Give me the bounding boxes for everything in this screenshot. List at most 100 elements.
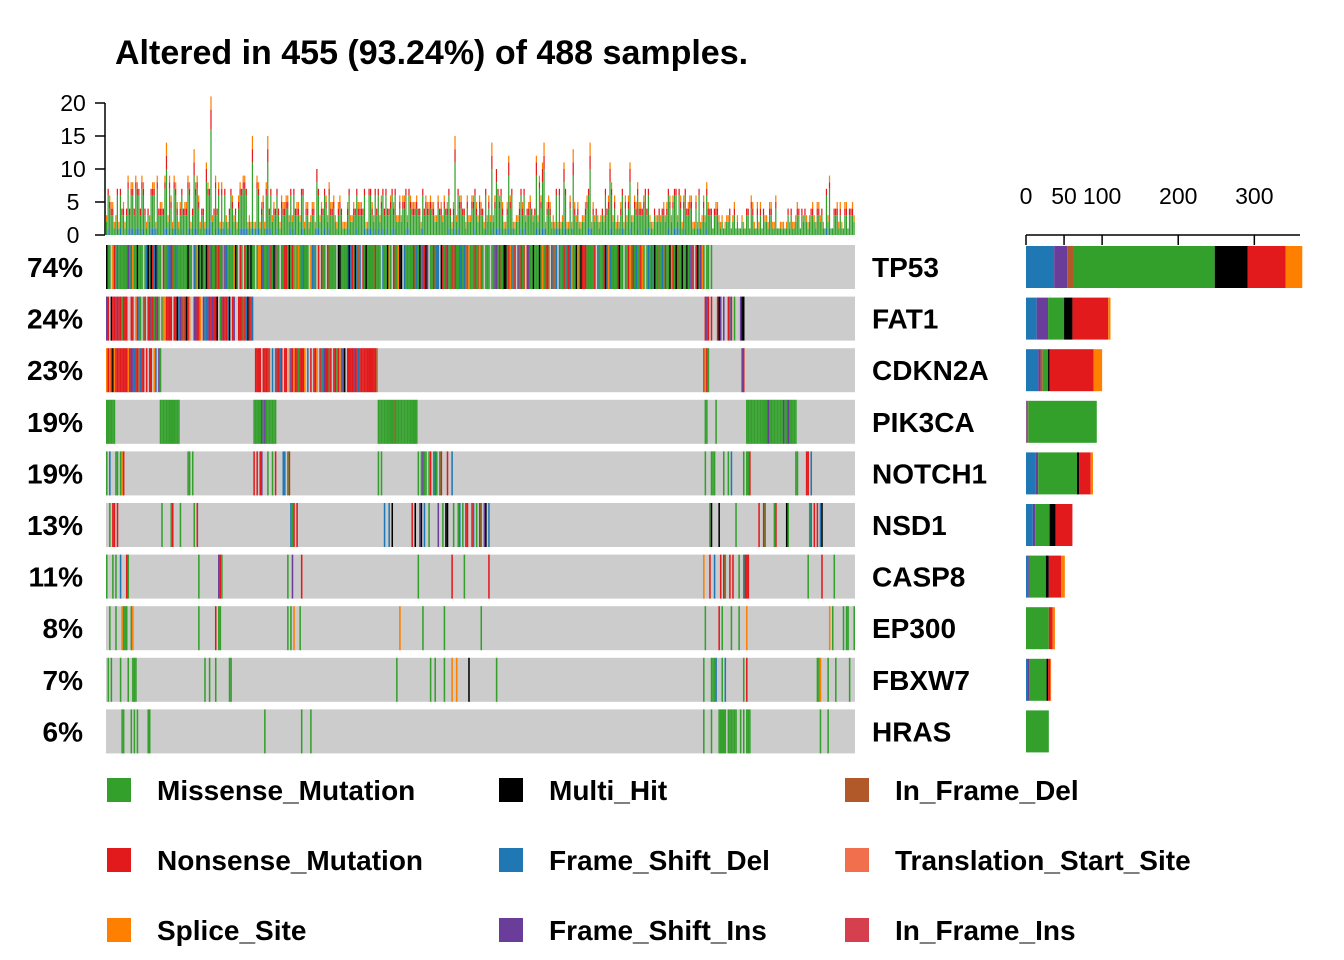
- mutation-cell: [112, 554, 114, 599]
- top-bar-segment: [627, 202, 630, 209]
- mutation-cell: [435, 451, 438, 496]
- mutation-cell: [368, 245, 370, 289]
- top-bar-segment: [492, 215, 495, 222]
- mutation-cell: [110, 296, 113, 341]
- top-bar-segment: [254, 228, 257, 235]
- mutation-cell: [107, 245, 110, 289]
- mutation-cell: [431, 245, 433, 289]
- top-bar-segment: [850, 208, 852, 216]
- top-bar-segment: [508, 155, 510, 163]
- mutation-cell: [291, 554, 294, 599]
- top-bar-segment: [239, 195, 241, 229]
- top-bar-segment: [706, 228, 708, 235]
- mutation-cell: [474, 245, 476, 289]
- mutation-cell: [486, 245, 489, 289]
- mutation-cell: [359, 348, 361, 393]
- top-bar-segment: [124, 221, 126, 229]
- mutation-cell: [660, 245, 662, 289]
- top-bar-segment: [207, 228, 209, 235]
- top-bar-segment: [135, 228, 137, 235]
- top-bar-segment: [251, 136, 254, 150]
- top-bar-segment: [214, 182, 217, 189]
- top-bar-segment: [245, 195, 247, 229]
- top-bar-segment: [715, 215, 717, 235]
- top-bar-segment: [302, 195, 304, 229]
- top-bar-segment: [431, 208, 433, 216]
- mutation-cell: [121, 451, 123, 496]
- top-bar-segment: [440, 208, 442, 216]
- top-bar-segment: [336, 221, 338, 229]
- top-bar-segment: [179, 208, 181, 216]
- mutation-cell: [425, 451, 427, 496]
- top-bar-segment: [632, 221, 634, 235]
- mutation-cell: [259, 399, 262, 444]
- top-bar-segment: [363, 228, 366, 235]
- top-bar-segment: [448, 195, 450, 229]
- top-bar-segment: [756, 215, 758, 235]
- mutation-cell: [393, 245, 395, 289]
- top-bar-segment: [159, 202, 161, 209]
- mutation-cell: [795, 399, 797, 444]
- top-bar-segment: [762, 208, 765, 216]
- top-bar-segment: [828, 182, 831, 189]
- mutation-cell: [225, 296, 228, 341]
- top-bar-segment: [520, 195, 522, 229]
- top-bar-segment: [494, 202, 496, 209]
- top-bar-segment: [351, 221, 353, 235]
- top-bar-segment: [462, 208, 464, 216]
- mutation-cell: [827, 657, 829, 702]
- mutation-cell: [439, 451, 441, 496]
- mutation-cell: [412, 245, 415, 289]
- top-bar-segment: [525, 215, 527, 222]
- top-bar-segment: [825, 188, 828, 196]
- mutation-cell: [147, 709, 149, 754]
- mutation-cell: [583, 245, 585, 289]
- mutation-cell: [233, 245, 235, 289]
- top-bar-segment: [532, 215, 534, 222]
- mutation-cell: [313, 245, 315, 289]
- top-bar-segment: [257, 182, 260, 189]
- top-bar-segment: [308, 221, 310, 229]
- top-bar-segment: [716, 215, 719, 235]
- top-bar-segment: [730, 228, 732, 235]
- gene-name-label: NSD1: [872, 510, 947, 541]
- mutation-cell: [248, 245, 251, 289]
- top-bar-segment: [356, 228, 358, 235]
- top-bar-segment: [360, 202, 363, 209]
- top-bar-segment: [841, 228, 843, 235]
- top-bar-segment: [136, 182, 138, 189]
- top-bar-segment: [135, 182, 137, 189]
- top-bar-segment: [167, 215, 169, 222]
- mutation-cell: [724, 709, 727, 754]
- mutation-cell: [113, 503, 116, 547]
- top-bar-segment: [380, 202, 382, 209]
- top-bar-segment: [486, 221, 488, 235]
- mutation-cell: [581, 245, 584, 289]
- top-bar-segment: [812, 208, 814, 216]
- mutation-cell: [290, 348, 292, 393]
- mutation-cell: [150, 348, 153, 393]
- legend-item: Nonsense_Mutation: [107, 845, 423, 876]
- mutation-cell: [543, 245, 545, 289]
- top-bar-segment: [696, 228, 699, 235]
- mutation-cell: [512, 245, 515, 289]
- mutation-cell: [589, 245, 592, 289]
- top-bar-segment: [144, 215, 146, 235]
- top-bar-segment: [847, 228, 849, 235]
- mutation-cell: [334, 245, 337, 289]
- top-bar-segment: [543, 142, 545, 156]
- top-bar-segment: [233, 221, 235, 235]
- right-bar-segment: [1035, 504, 1050, 546]
- top-bar-segment: [664, 221, 666, 235]
- mutation-cell: [133, 709, 136, 754]
- top-bar-segment: [515, 221, 518, 235]
- top-bar-segment: [323, 195, 326, 229]
- right-bar-segment: [1026, 658, 1028, 701]
- top-bar-segment: [727, 221, 729, 235]
- mutation-cell: [300, 554, 303, 599]
- mutation-cell: [735, 503, 737, 547]
- top-bar-segment: [274, 215, 277, 235]
- top-bar-segment: [270, 228, 272, 235]
- mutation-cell: [443, 606, 446, 651]
- mutation-cell: [164, 296, 166, 341]
